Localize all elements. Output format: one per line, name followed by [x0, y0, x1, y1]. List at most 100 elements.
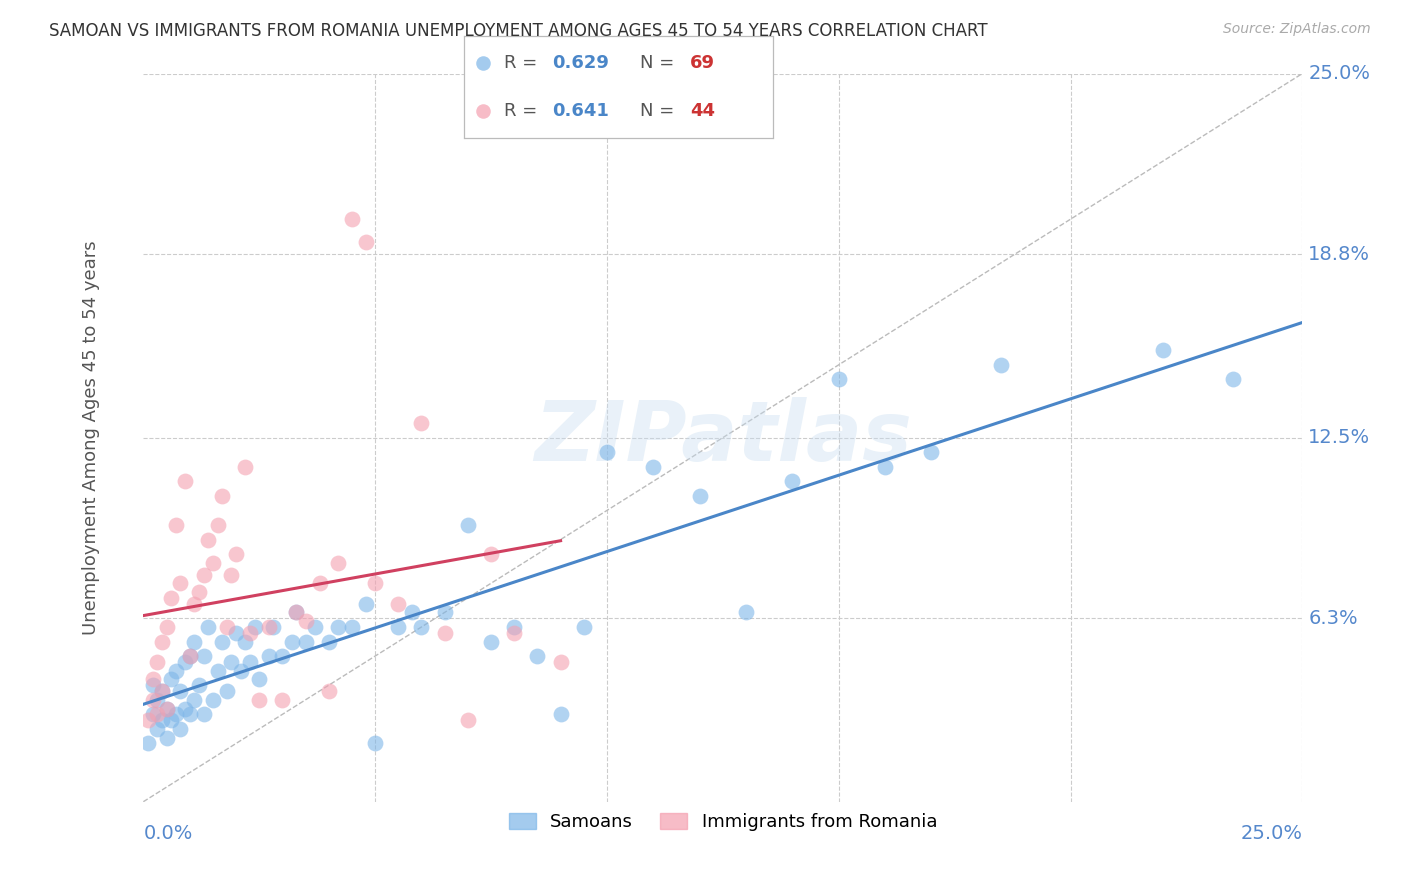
Point	[215, 684, 238, 698]
Point	[225, 547, 247, 561]
Point	[201, 692, 224, 706]
Point	[155, 701, 177, 715]
Point	[225, 625, 247, 640]
Point	[169, 576, 191, 591]
Point	[155, 701, 177, 715]
Point	[183, 634, 205, 648]
Point	[596, 445, 619, 459]
Point	[243, 620, 266, 634]
Text: 44: 44	[690, 102, 714, 120]
Point	[174, 475, 197, 489]
Point	[526, 649, 548, 664]
Point	[387, 597, 409, 611]
Point	[457, 518, 479, 533]
Point	[169, 684, 191, 698]
Point	[239, 655, 262, 669]
Point	[990, 358, 1012, 372]
Point	[183, 597, 205, 611]
Point	[155, 620, 177, 634]
Point	[294, 614, 316, 628]
Point	[1222, 372, 1244, 386]
Point	[401, 606, 423, 620]
Point	[239, 625, 262, 640]
Point	[207, 518, 229, 533]
Point	[142, 673, 165, 687]
Point	[1152, 343, 1174, 358]
Legend: Samoans, Immigrants from Romania: Samoans, Immigrants from Romania	[499, 804, 946, 840]
Text: 18.8%: 18.8%	[1308, 244, 1369, 264]
Point	[689, 489, 711, 503]
Point	[280, 634, 302, 648]
Point	[308, 576, 330, 591]
Point	[165, 664, 187, 678]
Point	[150, 713, 173, 727]
Point	[146, 722, 169, 736]
Point	[229, 664, 252, 678]
Point	[433, 625, 456, 640]
Point	[550, 655, 572, 669]
Point	[221, 655, 243, 669]
Point	[411, 620, 433, 634]
Point	[364, 736, 387, 750]
Text: 25.0%: 25.0%	[1240, 823, 1302, 843]
Text: R =: R =	[505, 54, 543, 72]
Point	[257, 620, 280, 634]
Point	[735, 606, 758, 620]
Point	[257, 649, 280, 664]
Point	[304, 620, 326, 634]
Point	[364, 576, 387, 591]
Point	[160, 673, 183, 687]
Point	[160, 713, 183, 727]
Text: 12.5%: 12.5%	[1308, 428, 1371, 447]
Point	[503, 620, 526, 634]
Point	[179, 707, 201, 722]
Point	[188, 678, 211, 692]
Point	[142, 707, 165, 722]
Text: N =: N =	[640, 54, 681, 72]
Point	[179, 649, 201, 664]
Point	[479, 634, 502, 648]
Point	[433, 606, 456, 620]
Text: SAMOAN VS IMMIGRANTS FROM ROMANIA UNEMPLOYMENT AMONG AGES 45 TO 54 YEARS CORRELA: SAMOAN VS IMMIGRANTS FROM ROMANIA UNEMPL…	[49, 22, 988, 40]
Point	[150, 684, 173, 698]
Point	[294, 634, 316, 648]
Point	[188, 585, 211, 599]
Point	[782, 475, 804, 489]
Point	[160, 591, 183, 605]
Point	[136, 713, 159, 727]
Point	[643, 459, 665, 474]
Point	[828, 372, 851, 386]
Point	[174, 701, 197, 715]
Point	[165, 518, 187, 533]
Text: Source: ZipAtlas.com: Source: ZipAtlas.com	[1223, 22, 1371, 37]
Point	[457, 713, 479, 727]
Point	[262, 620, 284, 634]
Text: 0.629: 0.629	[553, 54, 609, 72]
Text: 25.0%: 25.0%	[1308, 64, 1369, 83]
Point	[142, 692, 165, 706]
Point	[193, 567, 215, 582]
Point	[326, 620, 349, 634]
Text: R =: R =	[505, 102, 543, 120]
Point	[340, 620, 363, 634]
Point	[354, 235, 377, 250]
Point	[247, 692, 270, 706]
Text: 0.641: 0.641	[553, 102, 609, 120]
Point	[136, 736, 159, 750]
Point	[146, 692, 169, 706]
Point	[354, 597, 377, 611]
Point	[340, 212, 363, 227]
Point	[197, 620, 219, 634]
Point	[201, 556, 224, 570]
Point	[318, 634, 340, 648]
Point	[211, 489, 233, 503]
Text: 6.3%: 6.3%	[1308, 608, 1358, 628]
Point	[271, 649, 294, 664]
Text: 69: 69	[690, 54, 714, 72]
Point	[318, 684, 340, 698]
Text: 0.0%: 0.0%	[143, 823, 193, 843]
Point	[193, 707, 215, 722]
Point	[221, 567, 243, 582]
Point	[233, 459, 256, 474]
Text: Unemployment Among Ages 45 to 54 years: Unemployment Among Ages 45 to 54 years	[82, 240, 100, 635]
